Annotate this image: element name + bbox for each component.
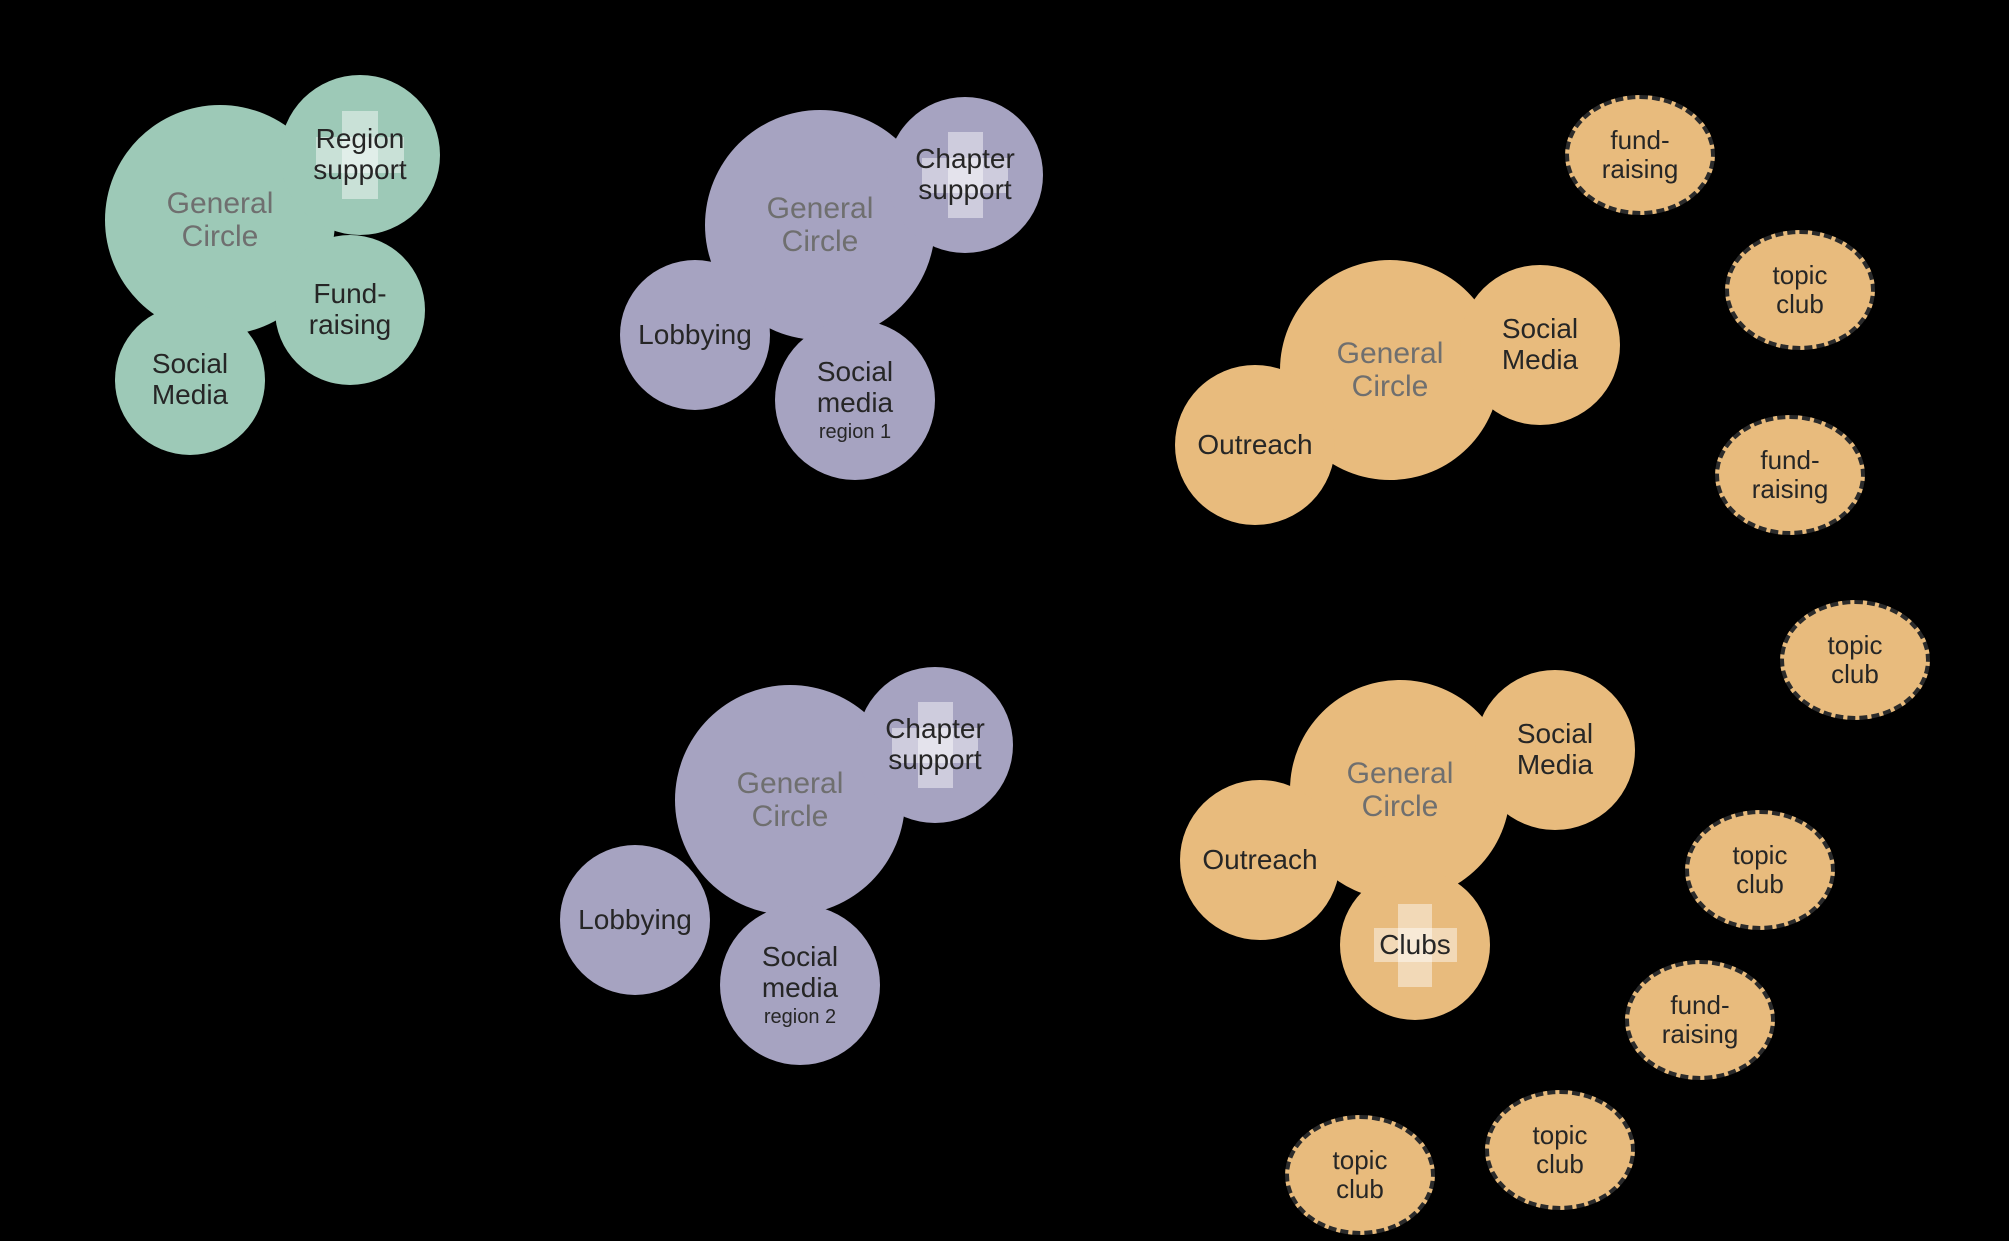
node-label: General Circle (767, 192, 874, 258)
node-s5: topic club (1685, 810, 1835, 930)
node-label: Social mediaregion 2 (762, 942, 838, 1028)
node-label: Lobbying (638, 320, 752, 351)
node-r2c: Lobbying (560, 845, 710, 995)
node-label: fund- raising (1602, 126, 1679, 183)
node-c1b: Social Media (1460, 265, 1620, 425)
plus-icon (316, 111, 404, 199)
node-label: Social Media (1517, 719, 1593, 781)
node-label: Chapter support (885, 714, 985, 776)
node-r1d: Social mediaregion 1 (775, 320, 935, 480)
node-sublabel: region 2 (762, 1006, 838, 1028)
node-r1c: Lobbying (620, 260, 770, 410)
node-n2: Region support (280, 75, 440, 235)
plus-icon (1374, 904, 1457, 987)
node-label: topic club (1333, 1146, 1388, 1203)
node-label: Social Media (1502, 314, 1578, 376)
node-label: fund- raising (1662, 991, 1739, 1048)
node-s4: topic club (1780, 600, 1930, 720)
diagram-stage: General Circle Region support Fund- raisin… (0, 0, 2009, 1241)
node-s6: fund- raising (1625, 960, 1775, 1080)
node-label: topic club (1828, 631, 1883, 688)
node-s1: fund- raising (1565, 95, 1715, 215)
node-label: Region support (313, 124, 406, 186)
node-label: General Circle (1347, 757, 1454, 823)
node-label: Fund- raising (309, 279, 391, 341)
node-c2b: Social Media (1475, 670, 1635, 830)
plus-icon (892, 702, 978, 788)
node-label: Outreach (1197, 430, 1312, 461)
node-c2c: Outreach (1180, 780, 1340, 940)
node-label: Outreach (1202, 845, 1317, 876)
node-label: Lobbying (578, 905, 692, 936)
node-label: General Circle (737, 767, 844, 833)
node-c1c: Outreach (1175, 365, 1335, 525)
node-label: topic club (1773, 261, 1828, 318)
node-n4: Social Media (115, 305, 265, 455)
node-s2: topic club (1725, 230, 1875, 350)
node-r2d: Social mediaregion 2 (720, 905, 880, 1065)
node-c2d: Clubs (1340, 870, 1490, 1020)
plus-icon (922, 132, 1008, 218)
node-label: fund- raising (1752, 446, 1829, 503)
node-n3: Fund- raising (275, 235, 425, 385)
node-label: topic club (1733, 841, 1788, 898)
node-label: General Circle (1337, 337, 1444, 403)
node-s7: topic club (1485, 1090, 1635, 1210)
node-s8: topic club (1285, 1115, 1435, 1235)
node-sublabel: region 1 (817, 421, 893, 443)
node-r2b: Chapter support (857, 667, 1013, 823)
node-label: Chapter support (915, 144, 1015, 206)
node-s3: fund- raising (1715, 415, 1865, 535)
node-label: Social Media (152, 349, 228, 411)
node-label: topic club (1533, 1121, 1588, 1178)
node-label: Social mediaregion 1 (817, 357, 893, 443)
node-r1b: Chapter support (887, 97, 1043, 253)
node-label: General Circle (167, 187, 274, 253)
node-label: Clubs (1379, 930, 1451, 961)
